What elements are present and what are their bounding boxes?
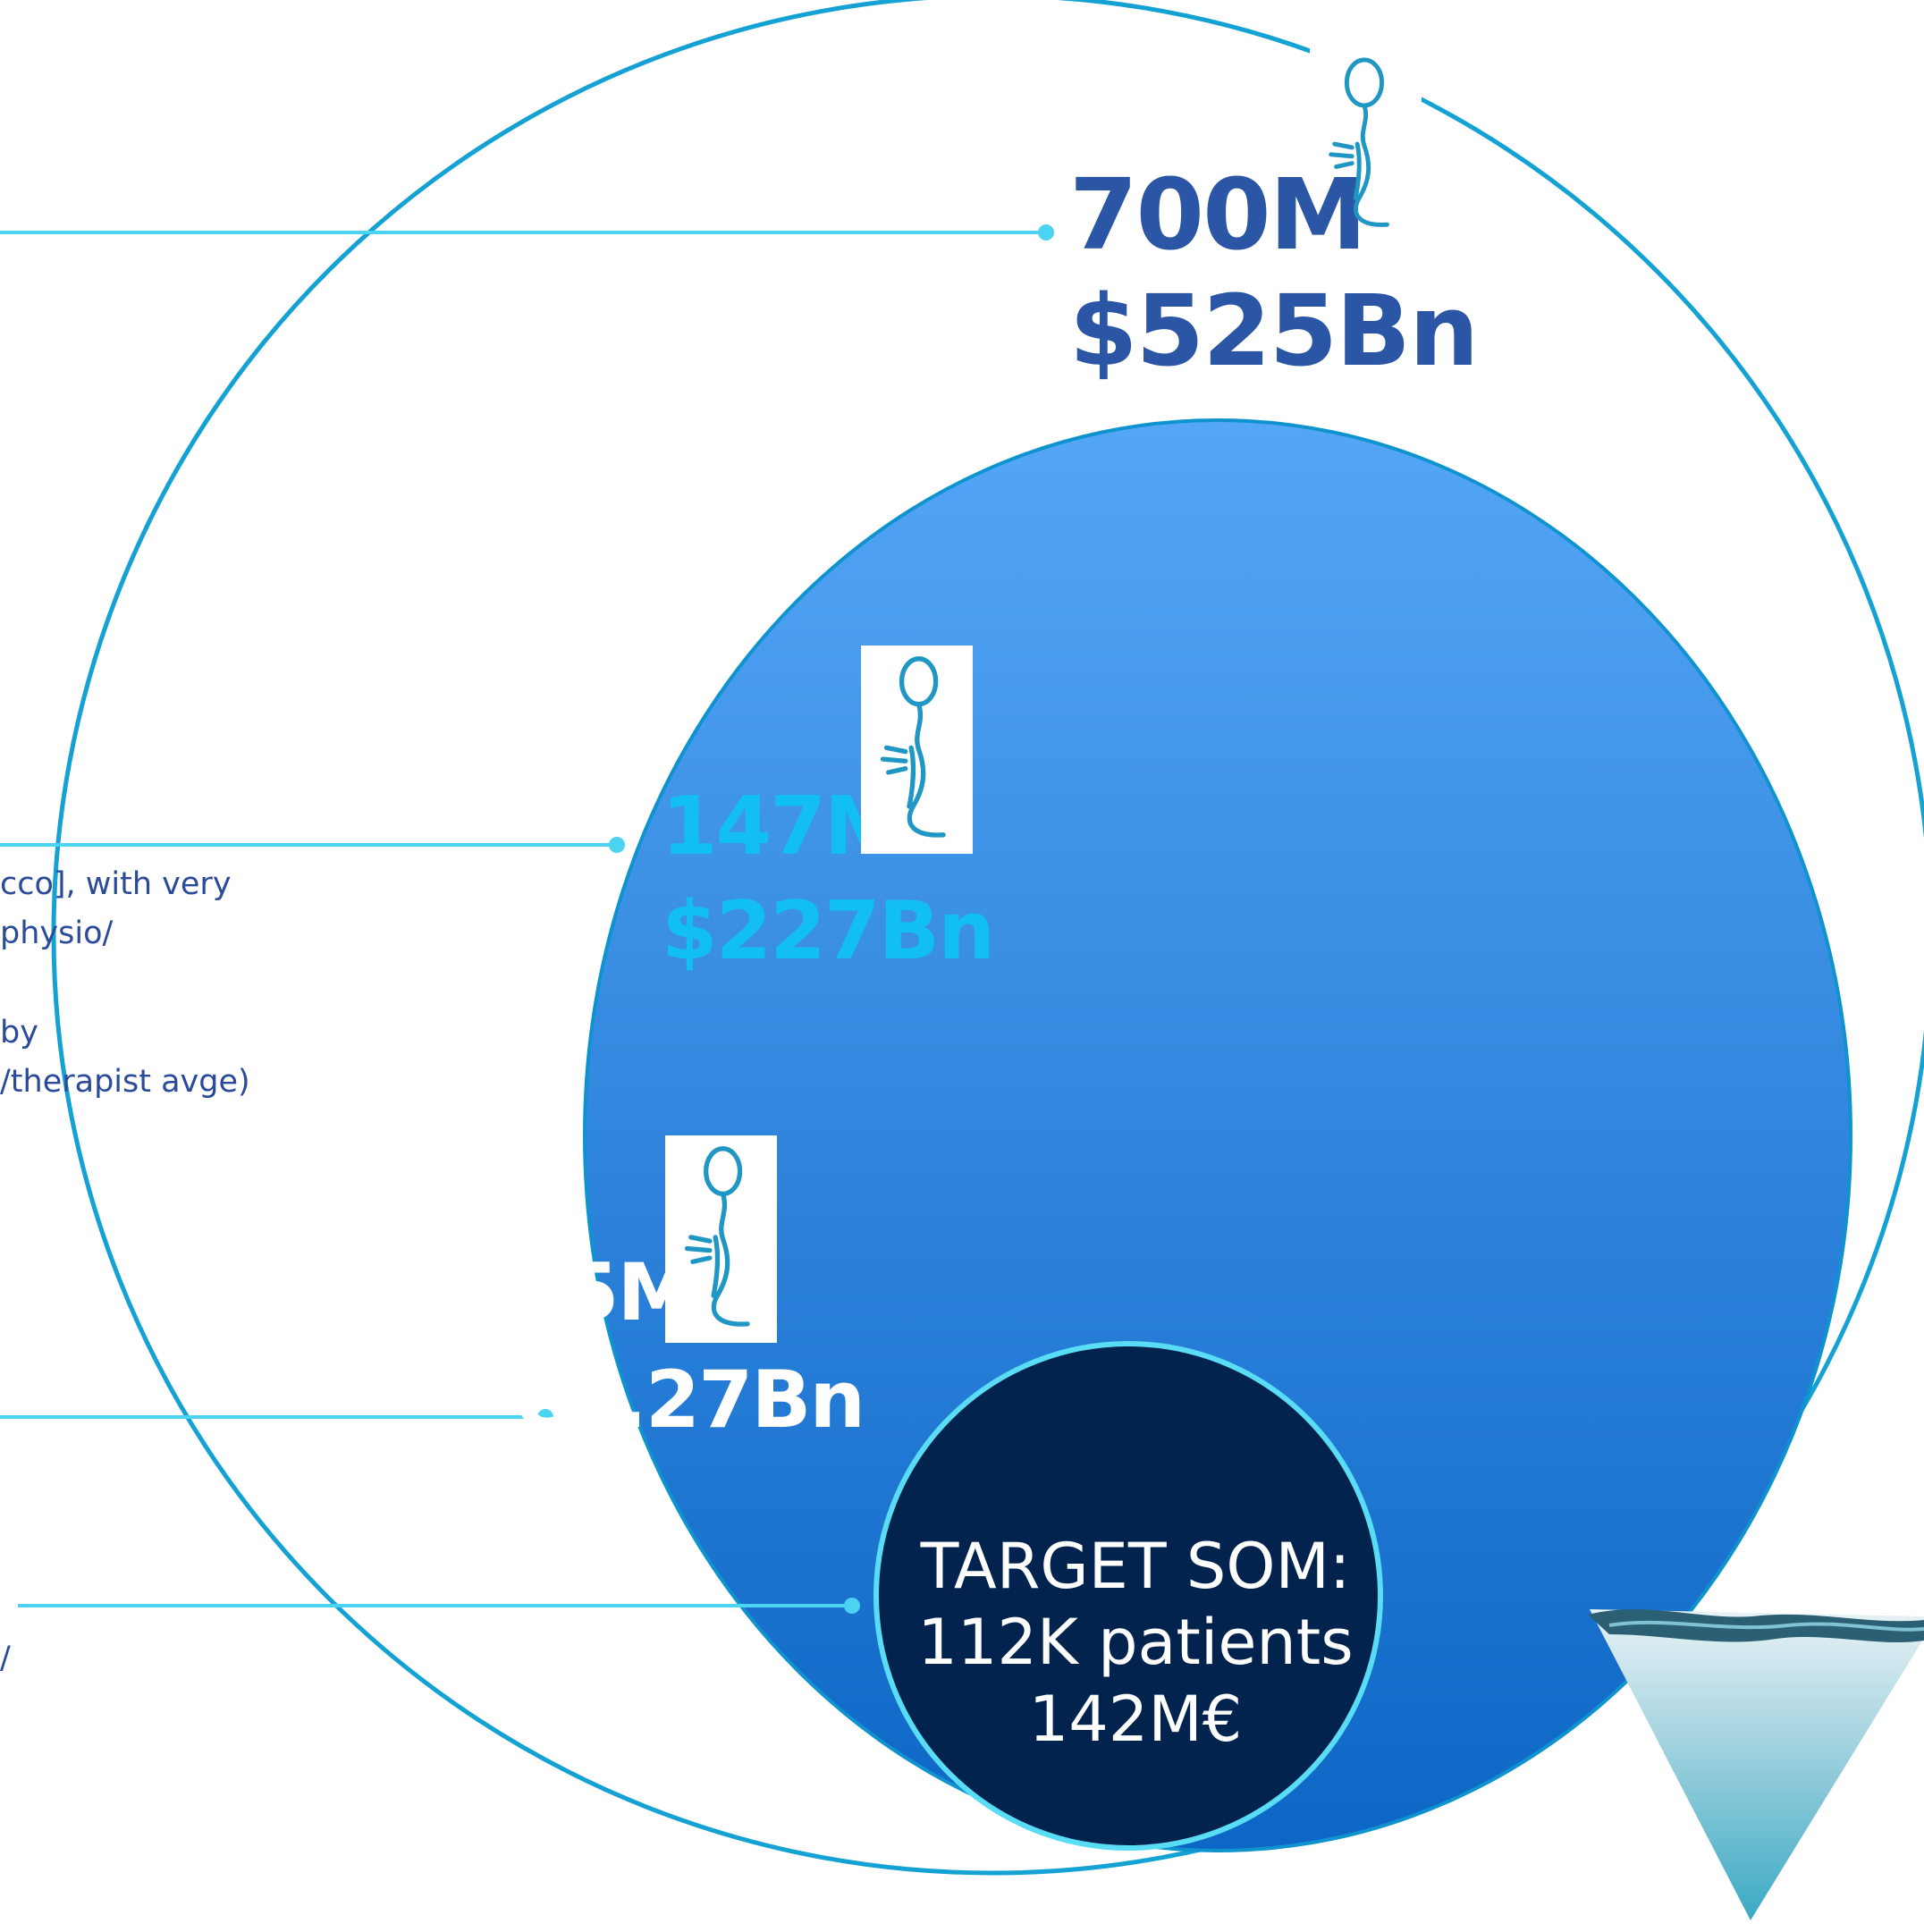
target-som-text: TARGET SOM: 112K patients 142M€ — [894, 1529, 1377, 1758]
patient-figure-icon — [861, 645, 973, 854]
target-description-fragment: / — [0, 1641, 11, 1676]
som-connector-dot — [537, 1409, 553, 1425]
target-som-value: 142M€ — [1028, 1682, 1243, 1756]
target-som-patients: 112K patients — [917, 1606, 1354, 1680]
target-som-title: TARGET SOM: — [920, 1530, 1351, 1603]
sam-value-label: $227Bn — [662, 884, 995, 978]
tam-patients-label: 700M — [1069, 157, 1367, 272]
sam-description-line-1: cco], with very — [0, 866, 232, 902]
som-patients-label: 15M — [511, 1246, 696, 1338]
som-circle — [873, 1341, 1383, 1851]
som-value-label: €2.27Bn — [511, 1354, 865, 1446]
tam-value-label: $525Bn — [1069, 274, 1479, 388]
tam-connector-dot — [1038, 224, 1054, 240]
sam-connector-dot — [609, 837, 625, 853]
iceberg-icon — [1588, 1609, 1924, 1920]
sam-description-line-3: by — [0, 1015, 38, 1050]
tam-label-backdrop — [1310, 36, 1422, 237]
patient-figure-icon — [1319, 46, 1406, 245]
sam-description-line-4: /therapist avge) — [0, 1064, 250, 1100]
tam-circle — [51, 0, 1924, 1876]
sam-description-line-2: physio/ — [0, 915, 114, 951]
patient-figure-icon — [665, 1135, 777, 1343]
target-connector-dot — [844, 1598, 860, 1614]
